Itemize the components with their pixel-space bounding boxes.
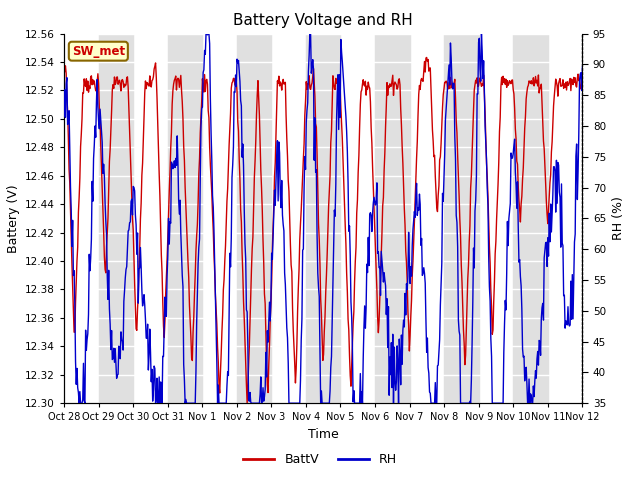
Bar xyxy=(168,34,202,403)
Bar xyxy=(375,34,410,403)
Bar xyxy=(99,34,133,403)
Text: SW_met: SW_met xyxy=(72,45,125,58)
Title: Battery Voltage and RH: Battery Voltage and RH xyxy=(234,13,413,28)
Bar xyxy=(306,34,340,403)
Y-axis label: RH (%): RH (%) xyxy=(612,196,625,240)
Bar xyxy=(444,34,479,403)
Legend: BattV, RH: BattV, RH xyxy=(238,448,402,471)
X-axis label: Time: Time xyxy=(308,428,339,441)
Bar xyxy=(237,34,271,403)
Bar xyxy=(513,34,548,403)
Y-axis label: Battery (V): Battery (V) xyxy=(6,184,20,252)
